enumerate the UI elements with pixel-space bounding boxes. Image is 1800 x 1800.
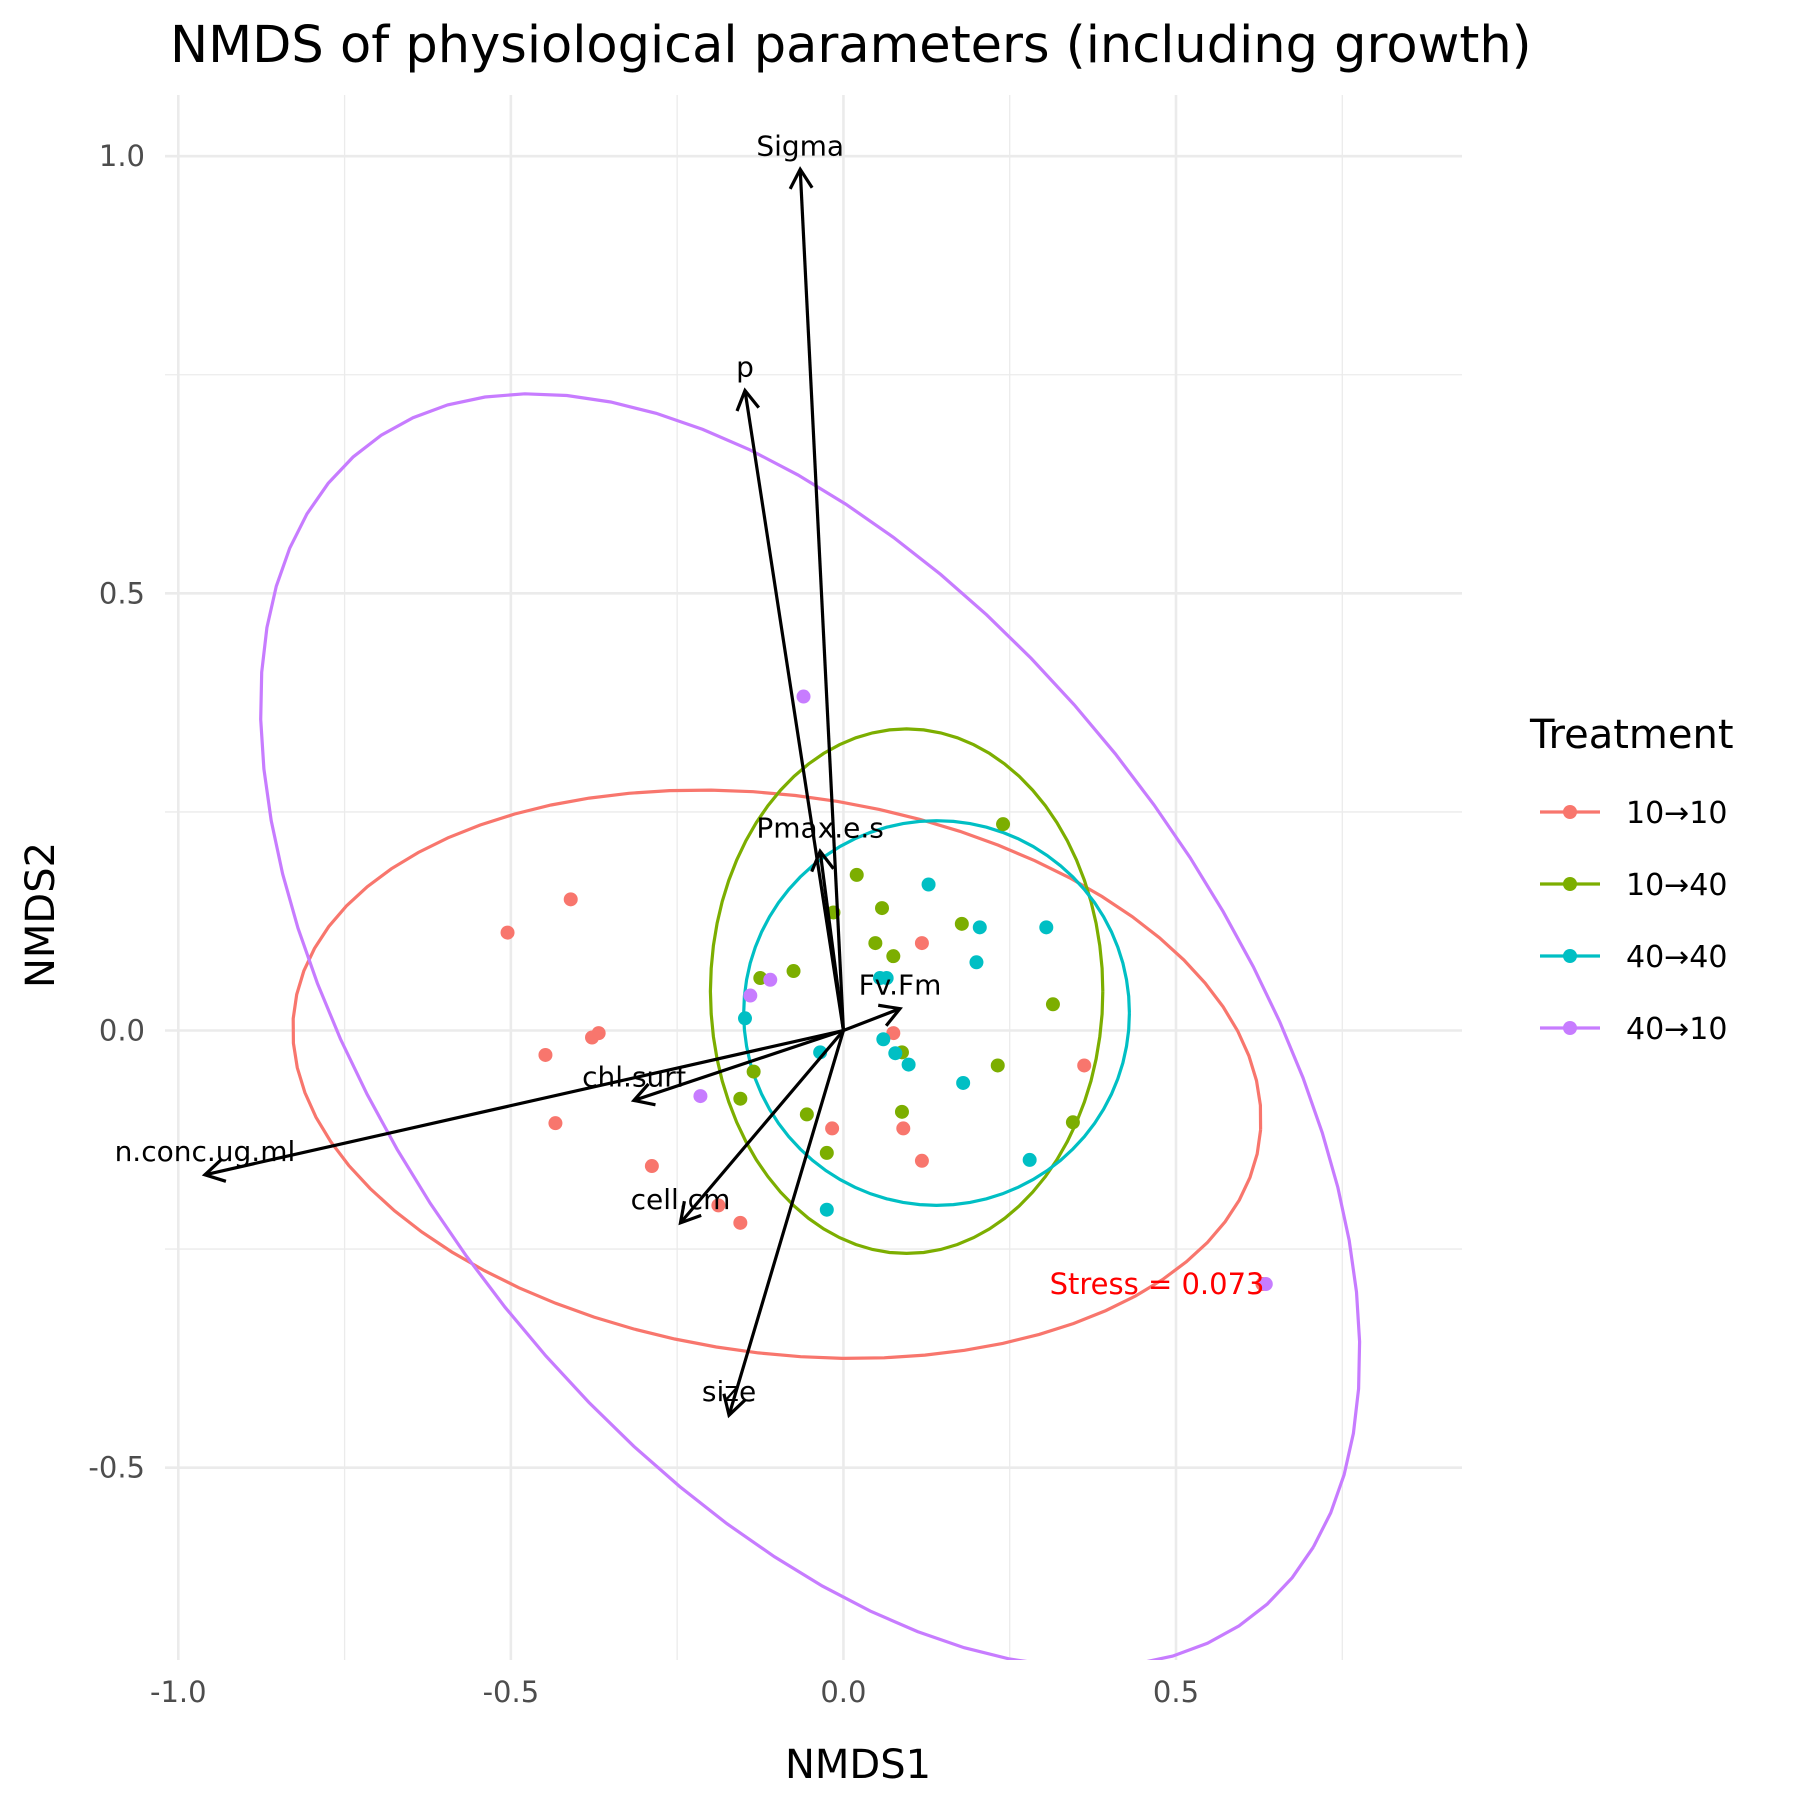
point	[819, 1202, 834, 1217]
vector-arrowhead	[735, 387, 761, 412]
point	[743, 988, 758, 1003]
point	[786, 964, 801, 979]
point	[1065, 1115, 1080, 1130]
point	[733, 1091, 748, 1106]
x-tick-label: -0.5	[483, 1675, 540, 1709]
point	[819, 1145, 834, 1160]
y-tick-label: 1.0	[99, 139, 145, 173]
ellipse-40→10	[259, 392, 1362, 1660]
point	[796, 689, 811, 704]
point	[591, 1026, 606, 1041]
point	[799, 1107, 814, 1122]
point	[733, 1215, 748, 1230]
point	[894, 1104, 909, 1119]
vector-arrowhead	[722, 1393, 747, 1419]
y-axis-title: NMDS2	[18, 842, 64, 988]
point	[548, 1116, 563, 1131]
point	[644, 1159, 659, 1174]
point	[901, 1057, 916, 1072]
x-tick-label: 0.5	[1153, 1675, 1199, 1709]
point	[914, 936, 929, 951]
data-points	[500, 689, 1273, 1292]
grid-lines	[165, 95, 1462, 1660]
point	[746, 1064, 761, 1079]
vector-Sigma	[798, 169, 846, 1031]
x-tick-label: 0.0	[820, 1675, 866, 1709]
vector-p	[743, 390, 846, 1031]
ellipse-10→40	[708, 727, 1105, 1256]
point	[914, 1153, 929, 1168]
point	[693, 1089, 708, 1104]
vector-label: Fv.Fm	[859, 969, 942, 1002]
y-tick-label: 0.5	[99, 576, 145, 610]
y-axis-ticks: -0.5 0.0 0.5 1.0	[88, 139, 145, 1484]
vector-arrowhead	[788, 166, 814, 190]
point	[849, 867, 864, 882]
vector-arrowhead	[877, 1003, 903, 1027]
vector-label: size	[702, 1375, 756, 1408]
vector-arrowhead	[678, 1200, 702, 1226]
vector-size	[727, 1030, 845, 1416]
legend-title: Treatment	[1529, 712, 1734, 758]
point	[868, 936, 883, 951]
point	[1077, 1058, 1092, 1073]
legend-key-point	[1563, 1021, 1577, 1035]
point	[879, 971, 894, 986]
legend-key-point	[1563, 877, 1577, 891]
legend-label: 10→10	[1626, 796, 1727, 831]
point	[538, 1047, 553, 1062]
y-tick-label: -0.5	[88, 1451, 145, 1485]
point	[972, 920, 987, 935]
legend-label: 40→40	[1626, 940, 1727, 975]
point	[956, 1075, 971, 1090]
point	[921, 877, 936, 892]
vector-label: Sigma	[756, 129, 844, 162]
vector-arrowhead	[810, 848, 835, 873]
point	[886, 949, 901, 964]
vector-arrowhead	[630, 1082, 656, 1107]
stress-annotation: Stress = 0.073	[1050, 1267, 1265, 1301]
legend-key-point	[1563, 949, 1577, 963]
point	[954, 916, 969, 931]
point	[737, 1011, 752, 1026]
point	[990, 1058, 1005, 1073]
ellipse-10→10	[291, 788, 1263, 1361]
point	[969, 955, 984, 970]
point	[888, 1046, 903, 1061]
point	[896, 1121, 911, 1136]
point	[711, 1198, 726, 1213]
vector-cell.cm	[679, 1029, 845, 1224]
point	[1045, 997, 1060, 1012]
chart-title: NMDS of physiological parameters (includ…	[170, 16, 1532, 75]
vector-n.conc.ug.ml	[204, 1028, 844, 1177]
legend: Treatment 10→10 10→40 40→40 40→10	[1529, 712, 1734, 1047]
point	[825, 1121, 840, 1136]
vector-label: cell.cm	[631, 1183, 731, 1216]
point	[1039, 920, 1054, 935]
vector-Pmax.e.s	[818, 851, 846, 1031]
vector-label: Pmax.e.s	[756, 811, 884, 844]
y-tick-label: 0.0	[99, 1014, 145, 1048]
legend-label: 10→40	[1626, 868, 1727, 903]
x-axis-ticks: -1.0 -0.5 0.0 0.5	[150, 1675, 1199, 1709]
vector-Fv.Fm	[842, 1007, 901, 1032]
point	[1022, 1152, 1037, 1167]
point	[996, 817, 1011, 832]
vector-label: n.conc.ug.ml	[115, 1135, 296, 1168]
legend-key-point	[1563, 805, 1577, 819]
point	[875, 901, 890, 916]
point	[500, 925, 515, 940]
point	[563, 892, 578, 907]
x-tick-label: -1.0	[150, 1675, 207, 1709]
x-axis-title: NMDS1	[785, 1742, 931, 1788]
vector-arrowhead	[201, 1158, 227, 1183]
vector-chl.surf	[633, 1028, 844, 1102]
point	[1258, 1277, 1273, 1292]
point	[763, 972, 778, 987]
legend-label: 40→10	[1626, 1012, 1727, 1047]
parameter-vectors: SigmapPmax.e.sFv.Fmchl.surfn.conc.ug.mlc…	[115, 129, 942, 1419]
vector-label: p	[736, 351, 754, 384]
point	[876, 1032, 891, 1047]
